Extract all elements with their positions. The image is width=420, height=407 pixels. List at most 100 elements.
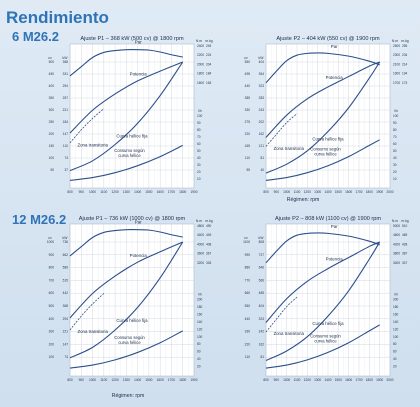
x-tick-label: 1000 (283, 190, 290, 194)
x-axis-label-12m: Régimen: rpm (111, 393, 145, 399)
y-tick-label-cv: 385 (245, 96, 251, 100)
y-tick-label-cv: 165 (245, 144, 251, 148)
y-tick-label-cv: 55 (246, 168, 250, 172)
x-tick-label: 1100 (294, 190, 301, 194)
y2-tick-label-mkg: 163 (206, 81, 212, 85)
y3-tick-label-lh: 10 (393, 177, 397, 181)
y-tick-label-cv: 110 (245, 355, 250, 359)
x-tick-label: 1700 (355, 190, 362, 194)
y-tick-label-kw: 404 (259, 60, 265, 64)
y3-tick-label-lh: 20 (393, 365, 397, 369)
x-tick-label: 1300 (123, 378, 130, 382)
y2-tick-label-nm: 4000 (197, 242, 204, 246)
y-tick-label-kw: 221 (63, 330, 69, 334)
y-axis-unit-kw: kW (259, 56, 265, 60)
y-tick-label-kw: 202 (259, 120, 265, 124)
series-label-par: Par (135, 220, 142, 225)
x-tick-label: 800 (263, 378, 269, 382)
y-tick-label-cv: 275 (245, 120, 251, 124)
x-tick-label: 800 (263, 190, 269, 194)
x-axis-label-6m: Régimen: rpm (286, 197, 320, 203)
chart-panel-6m-p1: Ajuste P1 – 368 kW (500 cv) @ 1800 rpm 80… (48, 36, 212, 194)
y3-tick-label-lh: 70 (393, 135, 397, 139)
y-tick-label-kw: 243 (259, 108, 265, 112)
x-tick-label: 1500 (335, 190, 342, 194)
x-tick-label: 1200 (112, 378, 119, 382)
series-line-consumo-seg-n-curva-h-lice (265, 324, 380, 369)
y3-tick-label-lh: 80 (393, 342, 397, 346)
y-tick-label-kw: 147 (63, 132, 69, 136)
y2-tick-label-mkg: 326 (206, 261, 212, 265)
y3-tick-label-lh: 200 (393, 298, 399, 302)
y3-axis-unit-lh: l/h (198, 293, 202, 297)
y2-axis-unit-mkg: m.kg (401, 39, 408, 43)
y-tick-label-cv: 330 (245, 108, 251, 112)
x-tick-label: 1300 (314, 378, 321, 382)
y3-tick-label-lh: 40 (197, 357, 201, 361)
y2-axis-unit-nm: N.m (196, 39, 202, 43)
series-label-consumo-seg-n-curva-h-lice: Consumo según (114, 148, 145, 153)
y3-tick-label-lh: 100 (393, 114, 399, 118)
series-label-curva-h-lice-fija: Curva hélice fija (312, 321, 344, 326)
y-tick-label-kw: 323 (259, 317, 265, 321)
x-tick-label: 1500 (335, 378, 342, 382)
y3-tick-label-lh: 60 (197, 350, 201, 354)
y2-axis-unit-nm: N.m (196, 219, 202, 223)
series-line-consumo-seg-n-curva-h-lice (69, 330, 183, 369)
y3-tick-label-lh: 20 (197, 365, 201, 369)
y3-tick-label-lh: 80 (197, 342, 201, 346)
section-title-12m: 12 M26.2 (12, 212, 67, 227)
series-label-zona-transitoria: Zona transitoria (77, 329, 108, 334)
y-tick-label-kw: 736 (63, 240, 69, 244)
series-label-consumo-seg-n-curva-h-lice: Consumo según (310, 147, 341, 152)
series-line-par (69, 229, 183, 257)
y-tick-label-kw: 442 (63, 291, 69, 295)
y3-tick-label-lh: 60 (197, 142, 201, 146)
y2-tick-label-mkg: 204 (206, 62, 212, 66)
chart-title: Ajuste P1 – 736 kW (1000 cv) @ 1800 rpm (79, 216, 186, 222)
y-tick-label-cv: 495 (245, 72, 251, 76)
y-tick-label-cv: 990 (245, 253, 251, 257)
series-label-consumo-seg-n-curva-h-lice: Consumo según (310, 333, 341, 338)
x-tick-label: 900 (274, 378, 280, 382)
y2-tick-label-nm: 3600 (197, 252, 204, 256)
x-tick-label: 1900 (190, 378, 197, 382)
x-tick-label: 800 (67, 190, 73, 194)
x-tick-label: 1600 (345, 378, 352, 382)
chart-title: Ajuste P1 – 368 kW (500 cv) @ 1800 rpm (80, 36, 184, 42)
chart-title: Ajuste P2 – 404 kW (550 cv) @ 1900 rpm (276, 36, 380, 42)
y2-tick-label-mkg: 245 (206, 44, 212, 48)
series-line-zona-transitoria (265, 296, 298, 333)
y-tick-label-kw: 242 (259, 330, 265, 334)
series-line-curva-h-lice-fija (69, 241, 184, 359)
y2-tick-label-nm: 2000 (197, 62, 204, 66)
x-tick-label: 1700 (168, 190, 175, 194)
y3-tick-label-lh: 140 (393, 320, 399, 324)
x-tick-label: 1600 (157, 190, 164, 194)
y2-tick-label-nm: 2300 (393, 53, 400, 57)
series-label-consumo-seg-n-curva-h-lice-line2: curva hélice (118, 340, 141, 345)
x-tick-label: 1300 (314, 190, 321, 194)
y-tick-label-kw: 147 (63, 342, 69, 346)
series-label-curva-h-lice-fija: Curva hélice fija (116, 318, 148, 323)
y-tick-label-kw: 257 (63, 96, 69, 100)
y3-tick-label-lh: 120 (393, 327, 399, 331)
y3-axis-unit-lh: l/h (394, 293, 398, 297)
y-tick-label-cv: 880 (245, 266, 251, 270)
x-tick-label: 1400 (324, 378, 331, 382)
y3-tick-label-lh: 20 (393, 170, 397, 174)
x-tick-label: 1400 (134, 378, 141, 382)
series-label-consumo-seg-n-curva-h-lice-line2: curva hélice (314, 338, 337, 343)
y2-tick-label-mkg: 234 (402, 53, 408, 57)
series-line-potencia (265, 241, 380, 323)
x-tick-label: 1900 (376, 190, 383, 194)
series-label-par: Par (331, 224, 338, 229)
x-tick-label: 1300 (123, 190, 130, 194)
y-tick-label-cv: 1100 (243, 240, 250, 244)
y-tick-label-kw: 81 (260, 156, 264, 160)
series-line-curva-h-lice-fija (69, 61, 184, 172)
series-line-consumo-seg-n-curva-h-lice (69, 144, 183, 181)
series-line-par (69, 49, 183, 77)
y-tick-label-kw: 368 (63, 60, 69, 64)
y3-tick-label-lh: 140 (197, 320, 203, 324)
